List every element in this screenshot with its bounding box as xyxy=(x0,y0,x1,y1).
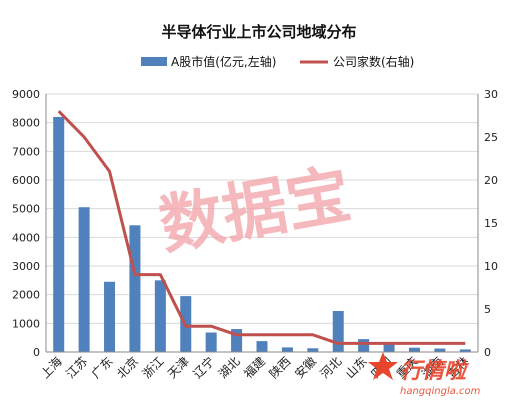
bar-湖南 xyxy=(434,348,446,352)
x-tick-label: 陕西 xyxy=(266,354,294,382)
y-axis-left-ticks: 0 1000 2000 3000 4000 5000 6000 7000 8000 9000 xyxy=(12,88,40,359)
brand-name: 行情啦 xyxy=(400,358,469,384)
legend-label-line: 公司家数(右轴) xyxy=(333,54,414,69)
y-tick-right: 20 xyxy=(484,174,498,187)
brand-url: hangqingla.com xyxy=(400,386,481,397)
y-tick-right: 10 xyxy=(484,260,498,273)
x-tick-label: 辽宁 xyxy=(190,354,218,382)
bar-辽宁 xyxy=(205,332,217,352)
bar-安徽 xyxy=(307,348,319,352)
bar-陕西 xyxy=(281,347,293,352)
x-tick-label: 天津 xyxy=(165,354,192,381)
x-tick-label: 江苏 xyxy=(63,354,90,381)
brand-logo: 行情啦 hangqingla.com xyxy=(368,352,481,397)
y-tick-left: 6000 xyxy=(12,174,40,187)
star-icon xyxy=(368,352,398,380)
x-tick-label: 山东 xyxy=(343,354,370,381)
y-tick-left: 7000 xyxy=(12,145,40,158)
x-tick-label: 湖北 xyxy=(215,354,243,382)
bar-吉林 xyxy=(459,349,471,352)
y-tick-right: 5 xyxy=(484,303,491,316)
watermark-text: 数据宝 xyxy=(154,158,356,264)
bar-河北 xyxy=(332,311,344,352)
y-tick-left: 1000 xyxy=(12,317,40,330)
line-series xyxy=(57,110,466,345)
x-tick-label: 河北 xyxy=(317,354,344,381)
y-tick-left: 5000 xyxy=(12,203,40,216)
bar-北京 xyxy=(129,225,141,352)
y-tick-left: 3000 xyxy=(12,260,40,273)
legend-label-bar: A股市值(亿元,左轴) xyxy=(171,54,276,69)
y-tick-left: 8000 xyxy=(12,117,40,130)
y-tick-right: 0 xyxy=(484,346,491,359)
x-tick-label: 北京 xyxy=(114,354,141,381)
bar-广东 xyxy=(104,281,116,352)
x-tick-label: 广东 xyxy=(89,354,116,381)
bar-湖北 xyxy=(231,329,243,352)
x-tick-label: 上海 xyxy=(37,354,65,382)
y-tick-right: 15 xyxy=(484,217,498,230)
x-tick-label: 福建 xyxy=(241,354,269,382)
bar-江苏 xyxy=(78,207,90,352)
bar-上海 xyxy=(53,116,65,352)
axes xyxy=(45,94,479,353)
y-tick-right: 30 xyxy=(484,88,498,101)
y-tick-left: 0 xyxy=(33,346,40,359)
bar-福建 xyxy=(256,341,268,352)
x-tick-label: 浙江 xyxy=(140,354,167,381)
y-axis-right-ticks: 0 5 10 15 20 25 30 xyxy=(484,88,498,359)
y-tick-left: 9000 xyxy=(12,88,40,101)
bar-山东 xyxy=(358,339,370,352)
legend: A股市值(亿元,左轴) 公司家数(右轴) xyxy=(141,54,414,69)
bar-重庆 xyxy=(408,347,420,352)
y-tick-left: 4000 xyxy=(12,231,40,244)
y-tick-right: 25 xyxy=(484,131,498,144)
y-tick-left: 2000 xyxy=(12,289,40,302)
line-companies xyxy=(57,110,466,345)
legend-swatch-bar xyxy=(141,57,167,66)
watermark: 数据宝 xyxy=(154,158,356,264)
bar-四川 xyxy=(383,343,395,352)
chart-title: 半导体行业上市公司地域分布 xyxy=(161,23,356,41)
x-tick-label: 安徽 xyxy=(291,354,319,382)
bar-浙江 xyxy=(154,280,166,352)
